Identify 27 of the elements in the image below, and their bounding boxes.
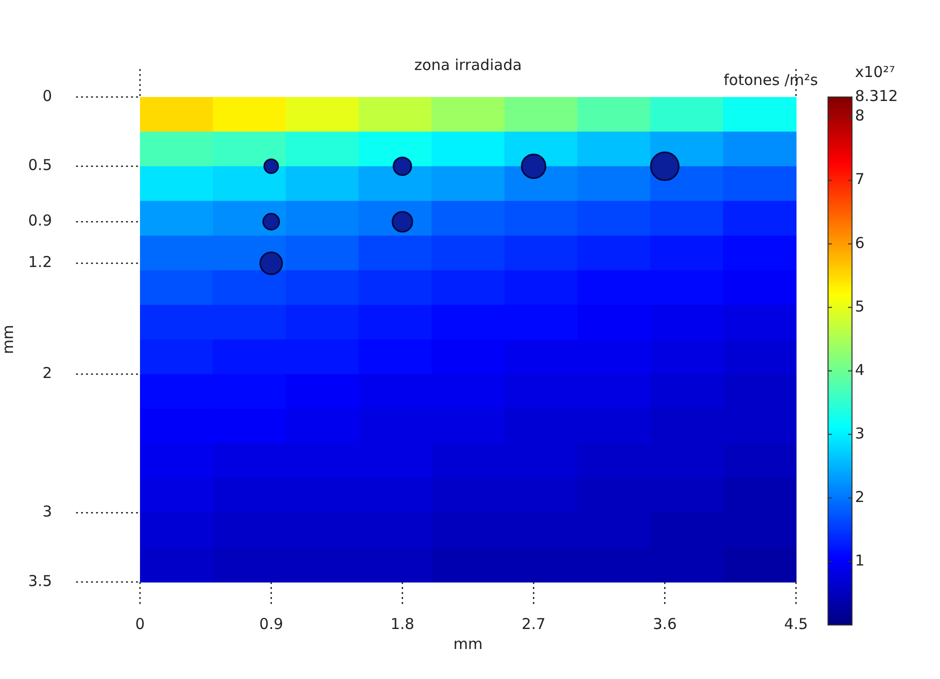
text: x10²⁷ xyxy=(855,62,895,81)
x-tick-label: 0 xyxy=(135,614,145,633)
y-tick-label: 1.2 xyxy=(28,253,52,272)
color-bar-label: 1 xyxy=(855,551,865,570)
chart-title: zona irradiada xyxy=(414,56,522,74)
color-bar-label: 7 xyxy=(855,170,865,188)
color-bar-label: 2 xyxy=(855,488,865,506)
color-bar-label: 8.312 xyxy=(855,86,898,105)
y-tick-label: 0.9 xyxy=(28,212,52,230)
color-bar-label: 4 xyxy=(855,360,865,379)
y-tick-label: 3 xyxy=(42,502,52,521)
color-bar-label: 5 xyxy=(855,297,865,316)
x-axis-title: mm xyxy=(453,634,483,653)
y-tick-label: 2 xyxy=(42,364,52,382)
x-tick-label: 2.7 xyxy=(522,614,546,633)
x-tick-label: 4.5 xyxy=(784,614,808,633)
color-bar-label: 8 xyxy=(855,106,865,125)
color-bar-label: 6 xyxy=(855,234,865,252)
y-tick-label: 0 xyxy=(42,86,52,105)
x-tick-label: 3.6 xyxy=(652,614,677,633)
y-tick-label: 3.5 xyxy=(28,572,52,590)
x-tick-label: 0.9 xyxy=(259,614,284,633)
color-bar-label: 3 xyxy=(855,424,865,442)
x-tick-label: 1.8 xyxy=(390,614,414,633)
y-tick-label: 0.5 xyxy=(28,156,52,174)
color-bar-title: fotones /m²s xyxy=(724,70,818,89)
y-axis-title: mm xyxy=(0,324,17,354)
